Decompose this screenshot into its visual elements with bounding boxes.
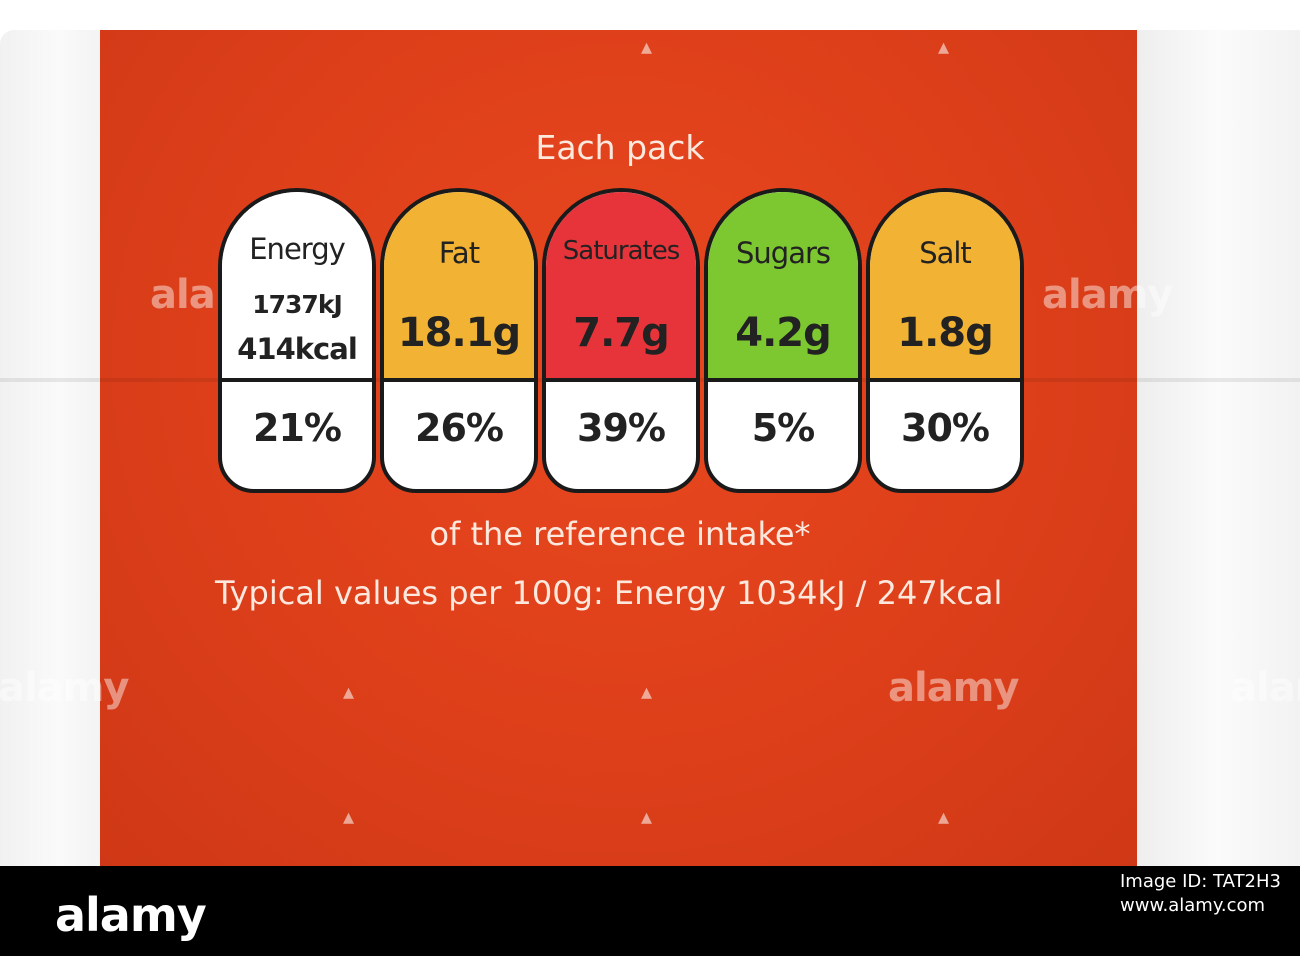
watermark: alamy xyxy=(1042,272,1173,318)
sugars-badge-top: Sugars 4.2g xyxy=(708,192,858,382)
image-id: Image ID: TAT2H3 xyxy=(1120,871,1281,892)
nutrient-name: Sugars xyxy=(736,236,831,270)
watermark: alamy xyxy=(0,665,129,711)
nutrient-name: Salt xyxy=(919,236,972,270)
reference-intake-percent: 39% xyxy=(577,406,666,450)
background-top xyxy=(0,0,1300,30)
saturates-badge-top: Saturates 7.7g xyxy=(546,192,696,382)
pack-left-side xyxy=(0,30,100,866)
energy-kj: 1737kJ xyxy=(252,290,343,319)
salt-badge: Salt 1.8g 30% xyxy=(866,188,1024,493)
watermark-mark: ▴ xyxy=(938,805,950,830)
stock-photo-banner xyxy=(0,866,1300,956)
typical-values-text: Typical values per 100g: Energy 1034kJ /… xyxy=(215,574,1003,612)
watermark-mark: ▴ xyxy=(938,35,950,60)
reference-intake-percent: 5% xyxy=(751,406,816,450)
reference-intake-percent: 30% xyxy=(901,406,990,450)
salt-badge-top: Salt 1.8g xyxy=(870,192,1020,382)
fat-badge: Fat 18.1g 26% xyxy=(380,188,538,493)
label-heading: Each pack xyxy=(535,128,705,167)
sugars-badge: Sugars 4.2g 5% xyxy=(704,188,862,493)
watermark: alamy xyxy=(1230,665,1300,711)
nutrient-amount: 7.7g xyxy=(573,310,670,356)
nutrient-name: Saturates xyxy=(562,236,680,266)
saturates-badge: Saturates 7.7g 39% xyxy=(542,188,700,493)
watermark-mark: ▴ xyxy=(641,680,653,705)
nutrient-amount: 4.2g xyxy=(735,310,832,356)
stock-site: www.alamy.com xyxy=(1120,895,1266,916)
energy-badge-top: Energy 1737kJ 414kcal xyxy=(222,192,372,382)
watermark: alamy xyxy=(888,665,1019,711)
watermark-mark: ▴ xyxy=(641,35,653,60)
nutrient-name: Energy xyxy=(249,232,346,266)
nutrient-name: Fat xyxy=(438,236,480,270)
reference-intake-percent: 21% xyxy=(253,406,342,450)
watermark-mark: ▴ xyxy=(641,805,653,830)
watermark-mark: ▴ xyxy=(343,805,355,830)
stock-logo: alamy xyxy=(55,888,207,942)
reference-intake-percent: 26% xyxy=(415,406,504,450)
energy-kcal: 414kcal xyxy=(237,332,358,366)
stock-image-info: Image ID: TAT2H3 www.alamy.com xyxy=(1120,870,1290,918)
pack-right-side xyxy=(1137,30,1300,866)
nutrient-amount: 18.1g xyxy=(397,310,521,356)
nutrient-amount: 1.8g xyxy=(897,310,994,356)
reference-intake-note: of the reference intake* xyxy=(429,515,811,553)
watermark-mark: ▴ xyxy=(343,680,355,705)
fat-badge-top: Fat 18.1g xyxy=(384,192,534,382)
energy-badge: Energy 1737kJ 414kcal 21% xyxy=(218,188,376,493)
nutrition-traffic-light-label: Energy 1737kJ 414kcal 21% Fat 18.1g 26% … xyxy=(218,188,1028,493)
